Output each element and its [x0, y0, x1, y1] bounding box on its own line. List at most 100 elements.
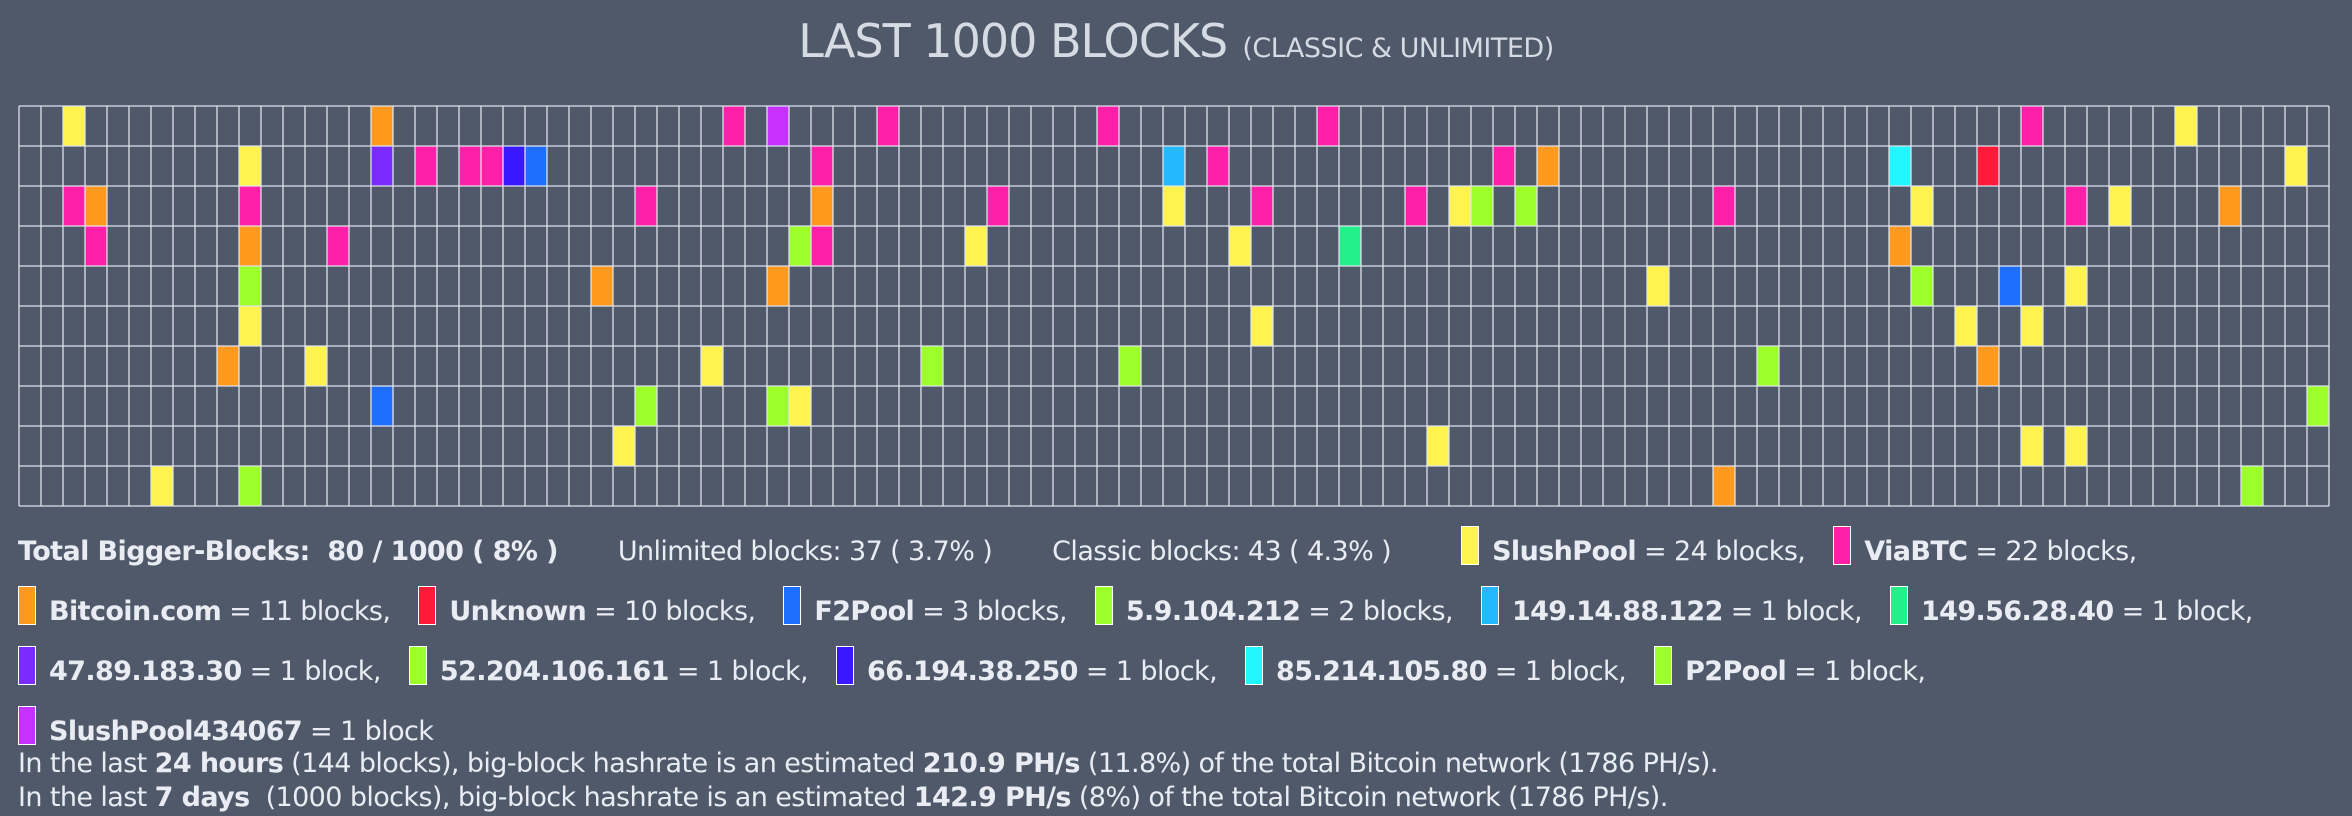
block-cell: [1427, 426, 1449, 466]
legend-item: 85.214.105.80 = 1 block,: [1245, 646, 1627, 687]
legend-swatch: [18, 646, 36, 685]
legend-pool-name: 5.9.104.212: [1125, 596, 1301, 627]
total-bigger-blocks: Total Bigger-Blocks: 80 / 1000 ( 8% ): [18, 536, 558, 567]
block-cell: [2065, 266, 2087, 306]
block-cell: [1163, 146, 1185, 186]
block-cell: [789, 226, 811, 266]
block-cell: [2021, 306, 2043, 346]
legend-pool-name: 85.214.105.80: [1276, 656, 1487, 687]
block-cell: [1317, 106, 1339, 146]
legend-count: = 22 blocks,: [1967, 536, 2137, 567]
block-cell: [1647, 266, 1669, 306]
block-cell: [1911, 266, 1933, 306]
block-cell: [85, 226, 107, 266]
block-cell: [723, 106, 745, 146]
block-cell: [811, 186, 833, 226]
legend-item: 5.9.104.212 = 2 blocks,: [1094, 586, 1454, 627]
block-cell: [2021, 106, 2043, 146]
legend-item: 149.56.28.40 = 1 block,: [1889, 586, 2253, 627]
legend-item: F2Pool = 3 blocks,: [783, 586, 1067, 627]
classic-blocks: Classic blocks: 43 ( 4.3% ): [1052, 536, 1392, 567]
chart-title: LAST 1000 BLOCKS (CLASSIC & UNLIMITED): [0, 14, 2352, 68]
block-cell: [371, 106, 393, 146]
unlimited-blocks: Unlimited blocks: 37 ( 3.7% ): [617, 536, 993, 567]
block-cell: [877, 106, 899, 146]
block-cell: [767, 106, 789, 146]
hashrate-24h-rate: 210.9 PH/s: [922, 748, 1081, 779]
block-cell: [1955, 306, 1977, 346]
block-cell: [1537, 146, 1559, 186]
legend-swatch: [1654, 646, 1673, 685]
block-cell: [239, 226, 261, 266]
title-subtitle: (CLASSIC & UNLIMITED): [1242, 33, 1554, 64]
block-cell: [239, 266, 261, 306]
block-cell: [613, 426, 635, 466]
legend-count: = 11 blocks,: [221, 596, 391, 627]
block-cell: [1757, 346, 1779, 386]
block-cell: [635, 186, 657, 226]
block-cell: [2285, 146, 2307, 186]
block-cell: [1097, 106, 1119, 146]
block-cell: [2065, 426, 2087, 466]
legend-pool-name: ViaBTC: [1864, 536, 1968, 567]
legend-item: 47.89.183.30 = 1 block,: [18, 646, 381, 687]
legend-pool-name: 149.56.28.40: [1920, 596, 2114, 627]
block-cell: [1713, 466, 1735, 506]
block-cell: [1207, 146, 1229, 186]
legend-count: = 2 blocks,: [1300, 596, 1453, 627]
block-cell: [503, 146, 525, 186]
legend-line-3: 47.89.183.30 = 1 block, 52.204.106.161 = …: [18, 646, 1926, 687]
block-cell: [811, 146, 833, 186]
block-cell: [2219, 186, 2241, 226]
block-cell: [1405, 186, 1427, 226]
legend-pool-name: Bitcoin.com: [49, 596, 222, 627]
hashrate-7d-period: 7 days: [154, 782, 251, 813]
block-cell: [1999, 266, 2021, 306]
legend-count: = 1 block,: [1077, 656, 1218, 687]
block-cell: [63, 186, 85, 226]
block-cell: [371, 146, 393, 186]
block-cell: [2021, 426, 2043, 466]
block-cell: [481, 146, 503, 186]
block-cell: [2307, 386, 2329, 426]
block-cell: [1977, 146, 1999, 186]
block-cell: [217, 346, 239, 386]
legend-swatch: [783, 586, 802, 625]
legend-pool-name: 47.89.183.30: [49, 656, 242, 687]
block-cell: [921, 346, 943, 386]
hashrate-24h-post: (11.8%) of the total Bitcoin network (17…: [1079, 748, 1719, 779]
legend-count: = 1 block,: [1486, 656, 1627, 687]
legend-swatch: [18, 706, 36, 745]
block-cell: [811, 226, 833, 266]
block-cell: [459, 146, 481, 186]
block-cell: [2175, 106, 2197, 146]
block-cell: [525, 146, 547, 186]
grid-lines: [18, 105, 2330, 507]
legend-count: = 3 blocks,: [914, 596, 1067, 627]
block-cell: [965, 226, 987, 266]
block-cell: [767, 266, 789, 306]
block-cell: [239, 186, 261, 226]
block-cell: [239, 306, 261, 346]
block-cell: [327, 226, 349, 266]
legend-line-4: SlushPool434067 = 1 block: [18, 706, 434, 747]
block-cell: [1911, 186, 1933, 226]
block-cell: [1889, 146, 1911, 186]
total-label: Total Bigger-Blocks:: [18, 536, 310, 567]
block-cell: [415, 146, 437, 186]
hashrate-7d-mid: (1000 blocks), big-block hashrate is an …: [249, 782, 914, 813]
block-cell: [305, 346, 327, 386]
hashrate-7d-pre: In the last: [18, 782, 155, 813]
block-cell: [371, 386, 393, 426]
legend-item: 149.14.88.122 = 1 block,: [1480, 586, 1863, 627]
legend-pool-name: SlushPool: [1492, 536, 1637, 567]
block-cell: [1251, 186, 1273, 226]
legend-swatch: [1094, 586, 1113, 625]
legend-item: ViaBTC = 22 blocks,: [1833, 526, 2137, 567]
block-cell: [1449, 186, 1471, 226]
hashrate-24h: In the last 24 hours (144 blocks), big-b…: [18, 748, 1718, 779]
hashrate-7d: In the last 7 days (1000 blocks), big-bl…: [18, 782, 1668, 813]
legend-count: = 10 blocks,: [586, 596, 756, 627]
hashrate-7d-rate: 142.9 PH/s: [913, 782, 1072, 813]
legend-pool-name: 149.14.88.122: [1511, 596, 1723, 627]
